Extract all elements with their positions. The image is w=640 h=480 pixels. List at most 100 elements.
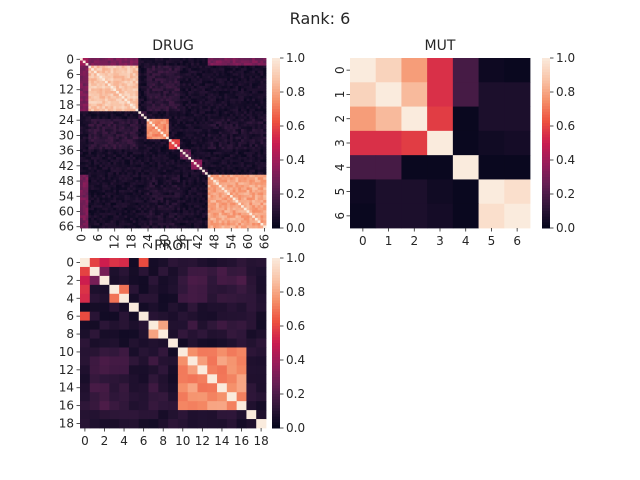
drug-cell <box>80 149 84 153</box>
mut-colorbar-tick-label: 0.6 <box>556 119 575 133</box>
drug-cell <box>221 75 225 79</box>
drug-cell <box>191 103 195 107</box>
drug-xtick-label: 36 <box>174 234 188 249</box>
drug-cell <box>207 80 211 84</box>
drug-cell <box>221 169 225 173</box>
drug-cell <box>143 80 148 84</box>
drug-cell <box>254 80 259 84</box>
drug-cell <box>191 88 195 92</box>
drug-cell <box>254 111 259 115</box>
drug-cell <box>179 113 184 117</box>
drug-cell <box>121 93 125 97</box>
drug-cell <box>149 141 153 145</box>
drug-colorbar-segment <box>272 126 280 130</box>
mut-colorbar-segment <box>542 137 550 141</box>
drug-cell <box>121 123 125 127</box>
drug-cell <box>82 169 86 173</box>
drug-cell <box>141 68 145 72</box>
drug-cell <box>235 205 239 209</box>
drug-cell <box>199 215 203 219</box>
drug-cell <box>238 222 242 226</box>
drug-cell <box>179 88 184 92</box>
drug-cell <box>154 58 159 61</box>
drug-cell <box>204 70 209 74</box>
drug-cell <box>241 184 245 188</box>
drug-cell <box>135 210 139 214</box>
drug-cell <box>232 144 236 148</box>
drug-cell <box>102 68 106 72</box>
drug-cell <box>102 192 106 196</box>
drug-cell <box>202 139 206 143</box>
drug-cell <box>80 212 84 216</box>
drug-cell <box>218 75 222 79</box>
drug-cell <box>243 167 247 171</box>
drug-cell <box>207 121 211 125</box>
drug-cell <box>196 202 200 206</box>
drug-cell <box>229 111 234 115</box>
drug-cell <box>216 179 220 183</box>
drug-cell <box>185 106 189 110</box>
drug-cell <box>113 215 117 219</box>
drug-cell <box>185 220 189 224</box>
drug-cell <box>224 149 228 153</box>
drug-cell <box>107 167 111 171</box>
drug-cell <box>149 93 153 97</box>
drug-cell <box>263 164 267 168</box>
drug-cell <box>179 83 184 87</box>
drug-cell <box>141 131 145 135</box>
drug-cell <box>218 182 222 186</box>
drug-colorbar-segment <box>272 103 280 107</box>
drug-cell <box>246 169 250 173</box>
drug-cell <box>135 134 139 138</box>
prot-cell <box>177 329 189 339</box>
drug-cell <box>257 98 261 102</box>
drug-cell <box>227 111 231 115</box>
drug-cell <box>246 63 250 67</box>
drug-cell <box>229 222 234 226</box>
drug-cell <box>138 164 142 168</box>
drug-cell <box>199 169 203 173</box>
drug-cell <box>166 60 170 64</box>
drug-cell <box>207 136 211 140</box>
drug-cell <box>104 129 109 132</box>
drug-cell <box>168 85 173 89</box>
drug-cell <box>99 146 103 150</box>
drug-cell <box>188 179 192 183</box>
drug-cell <box>135 156 139 160</box>
drug-cell <box>168 177 173 181</box>
drug-cell <box>99 113 103 117</box>
drug-cell <box>88 98 92 102</box>
drug-cell <box>199 98 203 102</box>
drug-cell <box>241 141 245 145</box>
mut-cell <box>375 179 402 205</box>
drug-cell <box>129 172 134 176</box>
drug-cell <box>96 116 100 120</box>
drug-cell <box>166 212 170 216</box>
drug-cell <box>113 96 117 99</box>
drug-cell <box>227 63 231 67</box>
drug-cell <box>143 113 148 117</box>
drug-cell <box>260 60 264 64</box>
drug-cell <box>107 217 111 221</box>
drug-cell <box>229 200 234 204</box>
drug-cell <box>174 106 178 110</box>
drug-cell <box>243 126 247 130</box>
mut-colorbar-segment <box>542 66 550 70</box>
drug-cell <box>118 197 123 201</box>
drug-cell <box>227 189 231 193</box>
drug-cell <box>216 146 220 150</box>
drug-cell <box>118 144 123 148</box>
drug-cell <box>188 222 192 226</box>
drug-cell <box>121 88 125 92</box>
drug-cell <box>238 68 242 72</box>
drug-cell <box>235 141 239 145</box>
drug-cell <box>241 169 245 173</box>
drug-cell <box>138 159 142 163</box>
drug-cell <box>221 98 225 102</box>
drug-cell <box>252 210 256 214</box>
drug-cell <box>246 75 250 79</box>
drug-cell <box>85 98 89 102</box>
drug-cell <box>174 202 178 206</box>
mut-cell <box>478 155 505 180</box>
drug-cell <box>252 80 256 84</box>
